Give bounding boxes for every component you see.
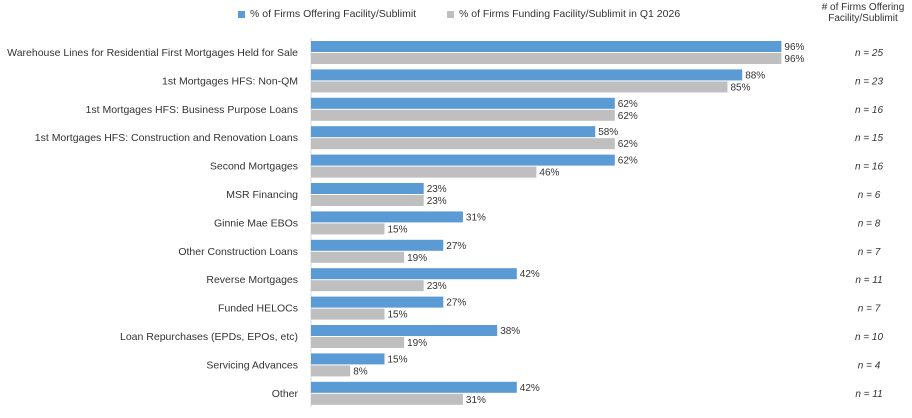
category-label-6: Ginnie Mae EBOs bbox=[214, 217, 298, 229]
bar-funding-5 bbox=[311, 195, 424, 206]
bar-funding-7 bbox=[311, 251, 405, 263]
value-label-funding-7: 19% bbox=[407, 253, 427, 264]
value-label-funding-2: 62% bbox=[618, 111, 638, 122]
bar-offering-0 bbox=[311, 41, 782, 52]
value-label-offering-5: 23% bbox=[427, 184, 447, 195]
value-label-funding-12: 31% bbox=[466, 395, 486, 406]
category-label-11: Servicing Advances bbox=[206, 359, 298, 371]
n-label-2: n = 16 bbox=[855, 105, 884, 116]
n-label-7: n = 7 bbox=[858, 247, 881, 258]
value-label-funding-6: 15% bbox=[388, 224, 408, 235]
category-label-1: 1st Mortgages HFS: Non-QM bbox=[162, 75, 298, 87]
bar-funding-8 bbox=[311, 280, 424, 292]
n-label-1: n = 23 bbox=[855, 76, 884, 87]
value-label-offering-9: 27% bbox=[446, 298, 466, 309]
value-label-offering-6: 31% bbox=[466, 212, 486, 223]
value-label-funding-8: 23% bbox=[427, 281, 447, 292]
n-label-8: n = 11 bbox=[855, 275, 882, 286]
legend-label-offering: % of Firms Offering Facility/Sublimit bbox=[250, 8, 417, 20]
value-label-funding-1: 85% bbox=[731, 82, 751, 93]
category-label-10: Loan Repurchases (EPDs, EPOs, etc) bbox=[120, 331, 298, 343]
bar-offering-8 bbox=[311, 268, 517, 280]
bar-offering-4 bbox=[311, 154, 615, 166]
category-label-4: Second Mortgages bbox=[210, 161, 298, 173]
bar-funding-12 bbox=[311, 393, 463, 405]
bar-offering-12 bbox=[311, 381, 517, 393]
value-label-offering-1: 88% bbox=[745, 70, 765, 81]
n-label-11: n = 4 bbox=[858, 360, 881, 371]
bar-funding-2 bbox=[311, 109, 615, 121]
n-label-3: n = 15 bbox=[855, 133, 884, 144]
bar-offering-2 bbox=[311, 97, 615, 109]
legend-item-offering: % of Firms Offering Facility/Sublimit bbox=[238, 8, 416, 20]
value-label-funding-0: 96% bbox=[784, 54, 804, 65]
bar-offering-1 bbox=[311, 69, 743, 81]
bar-offering-3 bbox=[311, 126, 596, 138]
bar-funding-0 bbox=[311, 53, 782, 64]
n-column-header: # of Firms Offering Facility/Sublimit bbox=[821, 2, 905, 24]
bar-offering-6 bbox=[311, 211, 463, 223]
bar-funding-4 bbox=[311, 166, 537, 178]
value-label-offering-2: 62% bbox=[618, 99, 638, 110]
value-label-offering-4: 62% bbox=[618, 156, 638, 167]
bar-funding-9 bbox=[311, 308, 385, 320]
bar-funding-11 bbox=[311, 365, 351, 377]
value-label-offering-12: 42% bbox=[520, 383, 540, 394]
bar-funding-1 bbox=[311, 81, 728, 93]
bar-offering-7 bbox=[311, 239, 444, 251]
n-label-6: n = 8 bbox=[858, 218, 881, 229]
value-label-funding-9: 15% bbox=[388, 310, 408, 321]
value-label-funding-3: 62% bbox=[618, 139, 638, 150]
bar-funding-6 bbox=[311, 223, 385, 235]
category-label-12: Other bbox=[272, 388, 299, 400]
bar-funding-10 bbox=[311, 337, 405, 348]
n-label-9: n = 7 bbox=[858, 304, 881, 315]
category-label-9: Funded HELOCs bbox=[218, 303, 298, 315]
category-label-0: Warehouse Lines for Residential First Mo… bbox=[7, 47, 298, 59]
category-label-7: Other Construction Loans bbox=[178, 246, 298, 258]
n-label-10: n = 10 bbox=[855, 332, 884, 343]
value-label-funding-10: 19% bbox=[407, 338, 427, 349]
n-label-0: n = 25 bbox=[855, 48, 884, 59]
category-label-5: MSR Financing bbox=[226, 189, 298, 201]
legend-swatch-funding bbox=[447, 10, 454, 18]
bar-offering-9 bbox=[311, 296, 444, 308]
value-label-offering-7: 27% bbox=[446, 241, 466, 252]
bar-offering-11 bbox=[311, 353, 385, 365]
value-label-offering-3: 58% bbox=[598, 127, 618, 138]
legend-label-funding: % of Firms Funding Facility/Sublimit in … bbox=[459, 8, 681, 20]
value-label-offering-10: 38% bbox=[500, 326, 520, 337]
value-label-funding-11: 8% bbox=[353, 366, 368, 377]
value-label-funding-4: 46% bbox=[539, 168, 559, 179]
value-label-funding-5: 23% bbox=[427, 196, 447, 207]
value-label-offering-0: 96% bbox=[784, 42, 804, 53]
n-label-12: n = 11 bbox=[855, 389, 882, 400]
bar-offering-5 bbox=[311, 183, 424, 194]
bar-offering-10 bbox=[311, 325, 498, 336]
bar-funding-3 bbox=[311, 138, 615, 150]
value-label-offering-11: 15% bbox=[388, 354, 408, 365]
legend-item-funding: % of Firms Funding Facility/Sublimit in … bbox=[447, 8, 680, 20]
n-label-5: n = 6 bbox=[858, 190, 881, 201]
legend: % of Firms Offering Facility/Sublimit % … bbox=[0, 8, 700, 24]
n-label-4: n = 16 bbox=[855, 162, 884, 173]
legend-swatch-offering bbox=[238, 10, 245, 18]
category-label-3: 1st Mortgages HFS: Construction and Reno… bbox=[35, 132, 298, 144]
category-label-8: Reverse Mortgages bbox=[206, 274, 298, 286]
category-label-2: 1st Mortgages HFS: Business Purpose Loan… bbox=[86, 104, 298, 116]
value-label-offering-8: 42% bbox=[520, 269, 540, 280]
